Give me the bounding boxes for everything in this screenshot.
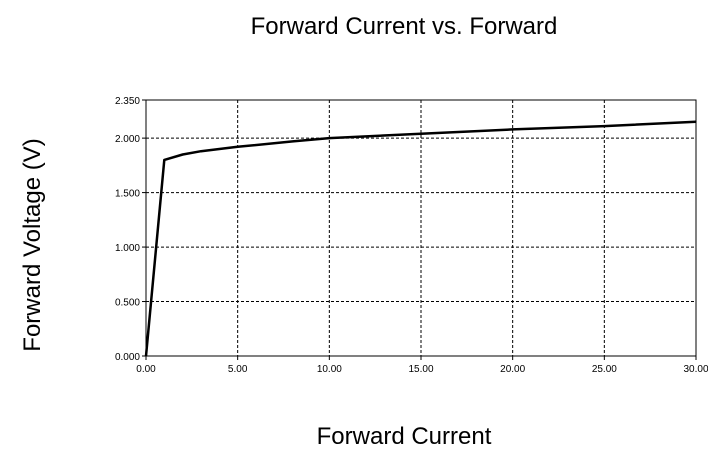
y-axis-label: Forward Voltage (V)	[19, 138, 46, 351]
axis-ticks: 0.00 5.00 10.00 15.00 20.00 25.00 30.00 0.000 0.…	[115, 96, 708, 375]
y-tick-label: 2.350	[115, 96, 140, 107]
data-point	[163, 159, 165, 161]
x-tick-label: 15.00	[408, 364, 433, 375]
data-point	[512, 128, 514, 131]
x-axis-label: Forward Current	[317, 423, 492, 450]
x-tick-label: 25.00	[592, 364, 617, 375]
y-tick-label: 0.500	[115, 298, 140, 309]
x-tick-label: 10.00	[317, 364, 342, 375]
data-point	[200, 150, 202, 152]
grid	[145, 99, 697, 357]
data-point	[237, 146, 239, 148]
x-tick-label: 5.00	[228, 364, 248, 375]
data-point	[292, 140, 294, 142]
data-point	[603, 125, 605, 127]
y-tick-label: 1.500	[115, 189, 140, 200]
y-tick-label: 0.000	[115, 352, 140, 363]
plot-area	[145, 99, 697, 357]
chart-title: Forward Current vs. Forward	[251, 13, 558, 40]
data-point	[182, 153, 184, 156]
y-tick-label: 1.000	[115, 243, 140, 254]
data-point	[420, 133, 422, 135]
x-tick-label: 30.00	[683, 364, 708, 375]
x-tick-label: 20.00	[500, 364, 525, 375]
x-tick-label: 0.00	[136, 364, 156, 375]
data-point	[328, 137, 330, 139]
y-tick-label: 2.000	[115, 134, 140, 145]
